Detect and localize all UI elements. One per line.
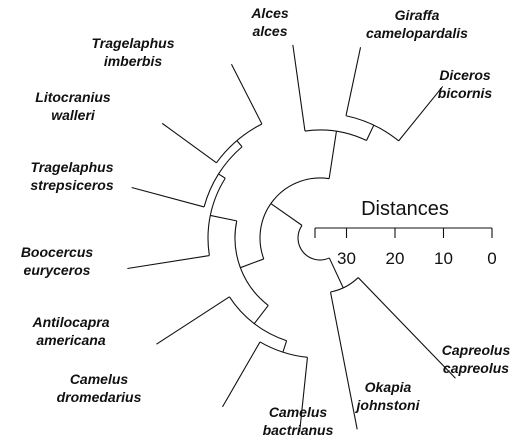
taxon-species: bactrianus — [263, 422, 334, 438]
taxon-genus: Camelus — [70, 371, 129, 387]
taxon-species: imberbis — [104, 53, 163, 69]
taxon-label: Litocranius walleri — [35, 89, 111, 123]
scale-title: Distances — [361, 198, 449, 220]
taxon-label: Camelus bactrianus — [263, 404, 334, 438]
taxon-label: Antilocapra americana — [31, 314, 109, 348]
taxon-genus: Litocranius — [35, 89, 111, 105]
taxon-species: camelopardalis — [366, 25, 468, 41]
scale-tick-label: 10 — [434, 249, 453, 268]
taxon-genus: Alces — [250, 5, 289, 21]
taxon-label: Capreolus capreolus — [442, 342, 511, 376]
taxon-label: Okapia johnstoni — [355, 379, 421, 413]
taxon-genus: Diceros — [439, 67, 491, 83]
taxon-genus: Giraffa — [395, 7, 440, 23]
taxon-species: euryceros — [24, 262, 91, 278]
taxon-species: dromedarius — [57, 389, 142, 405]
taxon-genus: Okapia — [365, 379, 412, 395]
taxon-species: strepsiceros — [30, 177, 113, 193]
tree-branches — [127, 44, 456, 432]
taxon-label: Tragelaphus strepsiceros — [30, 159, 113, 193]
taxon-genus: Camelus — [269, 404, 328, 420]
scale-tick-label: 0 — [487, 249, 496, 268]
taxon-label: Giraffa camelopardalis — [366, 7, 468, 41]
scale-tick-label: 20 — [386, 249, 405, 268]
taxon-species: capreolus — [443, 360, 509, 376]
taxon-species: johnstoni — [355, 397, 421, 413]
taxon-species: alces — [252, 23, 287, 39]
taxon-label: Diceros bicornis — [438, 67, 493, 101]
taxon-label: Boocercus euryceros — [21, 244, 94, 278]
taxon-label: Alces alces — [250, 5, 289, 39]
taxon-genus: Capreolus — [442, 342, 511, 358]
taxon-label: Camelus dromedarius — [57, 371, 142, 405]
taxon-genus: Antilocapra — [31, 314, 109, 330]
taxon-species: walleri — [51, 107, 96, 123]
taxon-genus: Boocercus — [21, 244, 94, 260]
taxon-genus: Tragelaphus — [92, 35, 175, 51]
taxon-label: Tragelaphus imberbis — [92, 35, 175, 69]
taxon-species: americana — [36, 332, 105, 348]
taxon-genus: Tragelaphus — [31, 159, 114, 175]
taxon-species: bicornis — [438, 85, 493, 101]
scale-tick-label: 30 — [337, 249, 356, 268]
